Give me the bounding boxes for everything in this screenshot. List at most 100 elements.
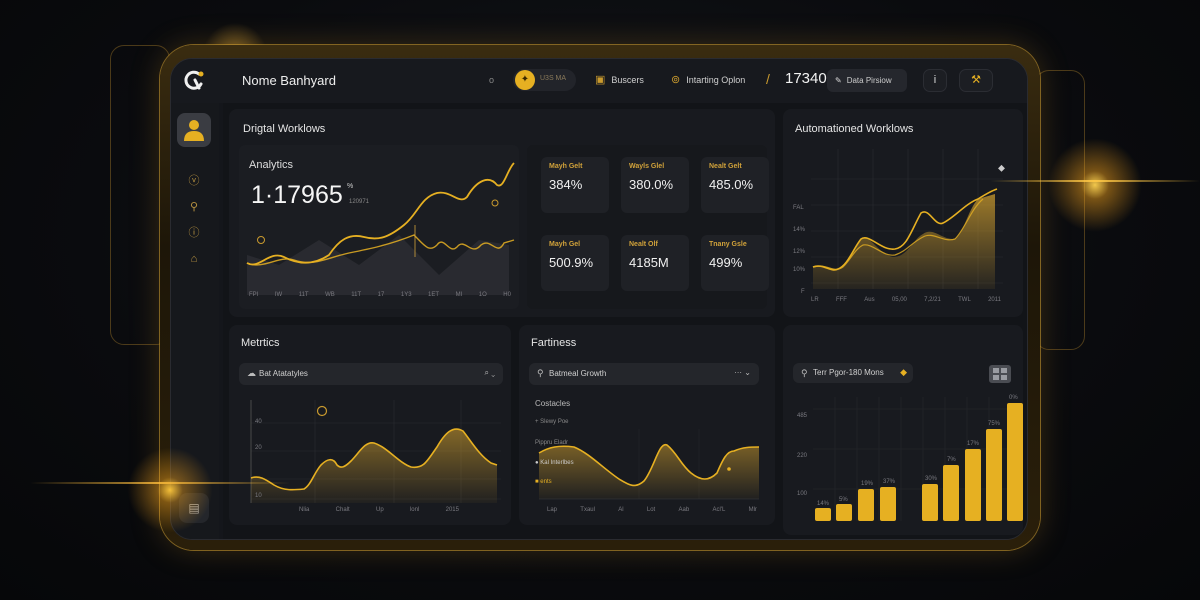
bar-label: 0% <box>1009 395 1018 401</box>
terr-pgor-dropdown[interactable]: ⚲ Terr Pgor-180 Mons ◆ <box>793 363 913 383</box>
bat-analytics-dropdown[interactable]: ☁ Bat Atatatyles ⌕ ⌄ <box>239 363 503 385</box>
automationed-x-axis: LR FFF Aus 05,00 7,2/21 TWL 2011 <box>811 297 1001 303</box>
card-title: Automationed Worklows <box>795 123 914 135</box>
status-pill[interactable]: ✦ U3S MA <box>513 69 576 91</box>
legend-item: + Slewy Poe <box>535 419 569 425</box>
x-label: 1ET <box>428 292 440 298</box>
metric-label: Mayh Gel <box>549 241 581 248</box>
dropdown-label: Terr Pgor-180 Mons <box>813 368 884 377</box>
data-preview-button[interactable]: ✎ Data Pirsiow <box>827 69 907 92</box>
info-button[interactable]: i <box>923 69 947 92</box>
x-label: FFF <box>835 297 847 303</box>
buscers-link[interactable]: ▣ Buscers <box>595 73 644 86</box>
x-label: 1O <box>478 292 487 298</box>
metric-value: 380.0% <box>629 177 674 192</box>
x-label: Chalt <box>335 507 350 513</box>
legend-item: Pippru Eladr <box>535 440 568 446</box>
y-label: 100 <box>797 491 808 497</box>
magnifier-icon[interactable]: ⚲ <box>189 201 199 213</box>
fartiness-area-chart <box>538 429 760 500</box>
bar-label: 5% <box>839 497 848 503</box>
analytics-line-chart <box>246 162 515 295</box>
chart-subtitle: Costacles <box>535 399 571 408</box>
bar-label: 30% <box>925 476 938 482</box>
logo-icon[interactable] <box>183 69 207 93</box>
automationed-workflows-card: Automationed Worklows <box>783 109 1023 317</box>
metric-value: 500.9% <box>549 255 594 270</box>
legend-label: Kal Interlbes <box>540 460 574 466</box>
y-label: 485 <box>797 413 808 419</box>
x-label: 2011 <box>988 297 1001 303</box>
legend-label: ents <box>540 479 552 485</box>
x-label: TWL <box>958 297 971 303</box>
metric-tile[interactable]: Tnany Gsle 499% <box>701 235 769 291</box>
batmeal-growth-dropdown[interactable]: ⚲ Batmeal Growth ··· ⌄ <box>529 363 759 385</box>
x-label: 11T <box>298 292 309 298</box>
x-label: Al <box>618 507 624 513</box>
pill-label: U3S MA <box>540 75 567 82</box>
x-label: Up <box>375 507 384 513</box>
y-label: 220 <box>797 453 808 459</box>
diamond-icon[interactable]: ⬥ <box>998 163 1005 174</box>
x-label: H0 <box>503 292 511 298</box>
x-label: WB <box>325 292 335 298</box>
analytics-x-axis: FPI IW 11T WB 11T 17 1Y3 1ET MI 1O H0 <box>249 292 511 298</box>
legend-item: ■ ents <box>535 479 552 485</box>
top-bar: Nome Banhyard o ✦ U3S MA ▣ Buscers ⊚ Int… <box>171 59 1027 103</box>
app-title: Nome Banhyard <box>242 73 336 88</box>
chart-circle-icon[interactable]: ⓥ <box>188 175 200 187</box>
search-circle-icon: ⊚ <box>671 74 681 86</box>
x-label: Acl'L <box>712 507 726 513</box>
x-label: Aab <box>678 507 690 513</box>
digital-workflows-card: Drigtal Worklows Analytics 1·17965 % 120… <box>229 109 775 317</box>
x-label: IW <box>274 292 283 298</box>
coin-icon: ✦ <box>515 70 535 90</box>
status-dot: o <box>489 75 495 85</box>
metric-label: Tnany Gsle <box>709 241 747 248</box>
data-preview-label: Data Pirsiow <box>846 76 892 85</box>
analytics-panel: Analytics 1·17965 % 120971 FPI IW 11T WB <box>239 145 519 309</box>
calendar-icon[interactable]: ▤ <box>179 493 209 523</box>
metric-tile[interactable]: Mayh Gelt 384% <box>541 157 609 213</box>
analytics-value: 1·17965 <box>251 181 343 209</box>
fartiness-card: Fartiness ⚲ Batmeal Growth ··· ⌄ Costacl… <box>519 325 775 525</box>
metrics-grid: Mayh Gelt 384% Wayls Glel 380.0% Nealt G… <box>527 145 769 309</box>
wrench-icon[interactable]: ⚒ <box>959 69 993 92</box>
metric-label: Mayh Gelt <box>549 163 583 170</box>
metric-tile[interactable]: Mayh Gel 500.9% <box>541 235 609 291</box>
decorative-frame-line <box>1035 70 1085 350</box>
metrics-area-chart <box>250 400 501 503</box>
metric-label: Nealt Olf <box>629 241 658 248</box>
sidebar: ⓥ ⚲ ⓘ ⌂ ▤ <box>171 103 219 539</box>
x-label: MI <box>455 292 463 298</box>
avatar[interactable] <box>177 113 211 147</box>
analytics-label: Analytics <box>249 159 294 171</box>
x-label: Lot <box>646 507 656 513</box>
x-label: LR <box>811 297 819 303</box>
bar-label: 7% <box>947 457 956 463</box>
legend-label: Pippru Eladr <box>535 440 569 446</box>
building-icon[interactable]: ⌂ <box>190 253 198 265</box>
info-icon[interactable]: ⓘ <box>188 227 200 239</box>
card-title: Drigtal Worklows <box>243 123 326 135</box>
metric-tile[interactable]: Wayls Glel 380.0% <box>621 157 689 213</box>
bar-label: 14% <box>817 501 830 507</box>
x-label: FPI <box>249 292 259 298</box>
card-title: Metrtics <box>241 337 280 349</box>
cloud-icon: ☁ <box>247 368 256 378</box>
buscers-label: Buscers <box>611 74 644 85</box>
analytics-subvalue: 120971 <box>349 199 370 205</box>
grid-view-icon[interactable] <box>989 365 1011 383</box>
bar-label: 19% <box>861 481 874 487</box>
bar-label: 75% <box>988 421 1001 427</box>
intarting-option-link[interactable]: ⊚ Intarting Oplon <box>671 73 745 86</box>
counter-value: 17340 <box>785 70 827 87</box>
metric-tile[interactable]: Nealt Gelt 485.0% <box>701 157 769 213</box>
metric-tile[interactable]: Nealt Olf 4185M <box>621 235 689 291</box>
bars-card: ⚲ Terr Pgor-180 Mons ◆ <box>783 325 1023 535</box>
search-icon: ⚲ <box>801 368 808 378</box>
x-label: 7,2/21 <box>924 297 941 303</box>
bar-chart <box>813 397 1023 521</box>
search-chevron-icon: ⌕ ⌄ <box>484 368 495 377</box>
intarting-option-label: Intarting Oplon <box>686 74 746 85</box>
